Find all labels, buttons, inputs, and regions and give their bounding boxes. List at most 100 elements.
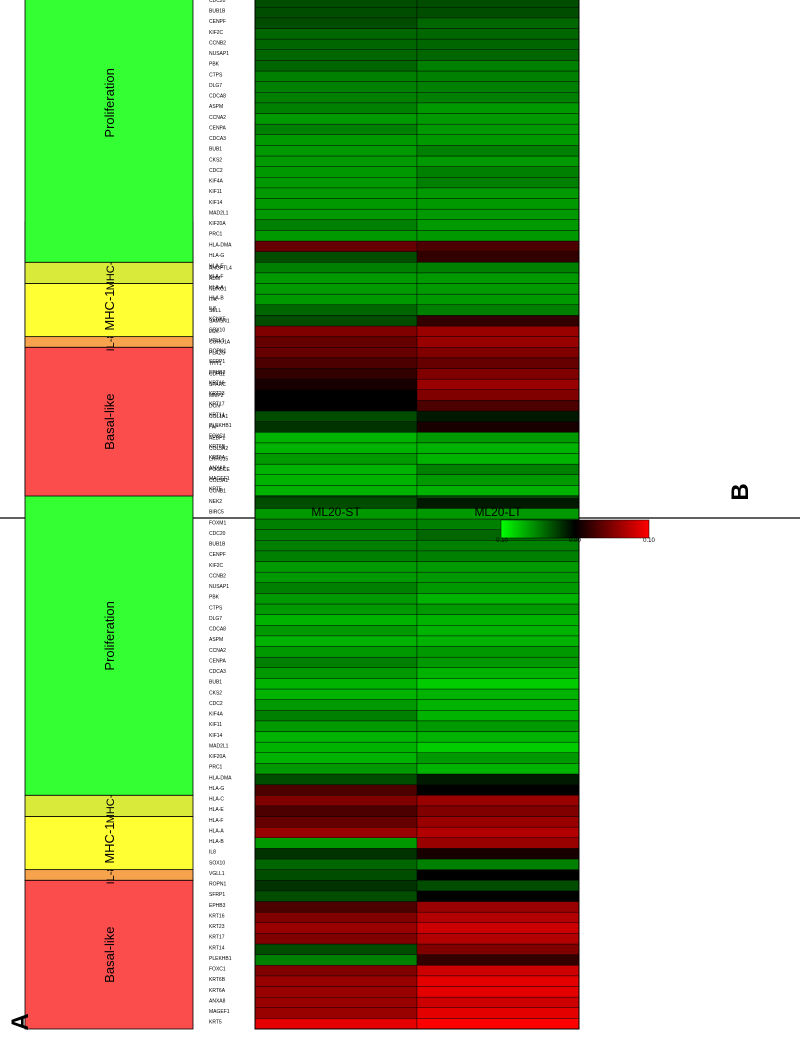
heatmap-cell (254, 561, 418, 573)
gene-label: NUSAP1 (209, 584, 229, 590)
gene-label: KRT6A (209, 455, 226, 461)
panel-b: Basal-likeIL-8MHC-1MHC-2ProliferationStr… (24, 0, 655, 544)
heatmap-cell (254, 529, 418, 541)
heatmap-cell (416, 410, 580, 422)
heatmap-cell (416, 571, 580, 583)
heatmap-cell (254, 550, 418, 562)
heatmap-cell (416, 954, 580, 966)
heatmap-cell (254, 432, 418, 444)
heatmap-cell (416, 38, 580, 50)
group-label: IL-8 (105, 865, 117, 884)
gene-label: SFRP1 (209, 892, 225, 898)
heatmap-cell (254, 795, 418, 807)
colorbar-tick-label: 0.10 (643, 538, 655, 544)
heatmap-cell (254, 625, 418, 637)
heatmap-cell (254, 389, 418, 401)
panel-label-b: B (727, 483, 754, 500)
heatmap-cell (254, 70, 418, 82)
heatmap-cell (416, 582, 580, 594)
heatmap-cell (416, 389, 580, 401)
heatmap-cell (254, 996, 418, 1008)
panel-label-a: A (7, 1013, 34, 1030)
gene-label: IL8 (209, 850, 216, 856)
gene-label: BIRC5 (209, 510, 224, 516)
heatmap-cell (254, 763, 418, 775)
heatmap-cell (416, 347, 580, 359)
gene-label: HLA-F (209, 274, 223, 280)
heatmap-cell (416, 922, 580, 934)
gene-label: FOXM1 (209, 520, 226, 526)
gene-label: IL8 (209, 306, 216, 312)
gene-label: KIF2C (209, 30, 224, 36)
heatmap-cell (416, 731, 580, 743)
heatmap-cell (416, 646, 580, 658)
gene-label: KRT14 (209, 945, 225, 951)
gene-label: ANXA8 (209, 998, 226, 1004)
heatmap-cell (254, 442, 418, 454)
gene-label: KIF14 (209, 200, 223, 206)
gene-label: PRC1 (209, 765, 223, 771)
column-label: ML20-LT (474, 505, 522, 519)
group-label: MHC-1 (102, 822, 117, 863)
heatmap-cell (254, 145, 418, 157)
gene-label: PLEKHB1 (209, 956, 232, 962)
heatmap-cell (254, 7, 418, 19)
heatmap-cell (254, 453, 418, 465)
heatmap-cell (254, 880, 418, 892)
heatmap-cell (254, 155, 418, 167)
group-label: Proliferation (102, 68, 117, 137)
gene-label: PLA2G (209, 350, 225, 356)
heatmap-cell (416, 965, 580, 977)
group-label: MHC-2 (105, 255, 117, 290)
heatmap-cell (416, 699, 580, 711)
gene-label: KIF11 (209, 722, 222, 728)
gene-label: BUB1B (209, 542, 226, 548)
heatmap-cell (416, 251, 580, 263)
gene-label: KIF20A (209, 221, 226, 227)
heatmap-cell (416, 550, 580, 562)
heatmap-cell (254, 741, 418, 753)
heatmap-cell (416, 400, 580, 412)
heatmap-cell (416, 357, 580, 369)
heatmap-cell (416, 996, 580, 1008)
heatmap-cell (416, 720, 580, 732)
gene-label: CCNB1 (209, 488, 226, 494)
gene-label: KIF4A (209, 179, 224, 185)
heatmap-cell (254, 826, 418, 838)
heatmap-cell (254, 784, 418, 796)
heatmap-cell (254, 357, 418, 369)
gene-label: COL1A1 (209, 414, 228, 420)
gene-label: KIF11 (209, 189, 222, 195)
heatmap-cell (416, 166, 580, 178)
heatmap-cell (416, 837, 580, 849)
column-label: ML20-ST (311, 505, 361, 519)
heatmap-cell (416, 667, 580, 679)
gene-label: SOX10 (209, 860, 225, 866)
gene-label: MAD2L1 (209, 210, 229, 216)
gene-label: KIF2C (209, 563, 224, 569)
heatmap-cell (254, 230, 418, 242)
gene-label: ITK (209, 297, 217, 303)
heatmap-cell (416, 561, 580, 573)
gene-label: CDC2 (209, 701, 223, 707)
gene-label: NDRG1 (209, 287, 227, 293)
heatmap-cell (254, 965, 418, 977)
heatmap-cell (254, 325, 418, 337)
heatmap-cell (416, 901, 580, 913)
gene-label: PBK (209, 595, 220, 601)
heatmap-cell (416, 155, 580, 167)
gene-label: MAGEF1 (209, 1009, 230, 1015)
heatmap-frame (254, 0, 580, 497)
heatmap-cell (254, 219, 418, 231)
gene-label: HLA-C (209, 797, 224, 803)
heatmap-cell (254, 688, 418, 700)
heatmap-cell (416, 198, 580, 210)
heatmap-cell (254, 368, 418, 380)
heatmap-cell (254, 954, 418, 966)
gene-label: HLA-G (209, 786, 224, 792)
gene-label: KRT23 (209, 924, 225, 930)
heatmap-cell (416, 113, 580, 125)
heatmap-cell (416, 70, 580, 82)
heatmap-cell (254, 911, 418, 923)
heatmap-cell (416, 304, 580, 316)
